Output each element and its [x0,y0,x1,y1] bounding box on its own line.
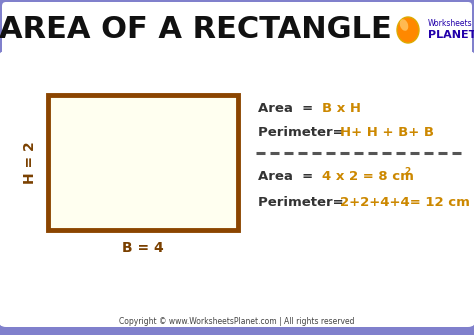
Text: 4 x 2 = 8 cm: 4 x 2 = 8 cm [322,171,414,184]
Text: B = 4: B = 4 [122,241,164,255]
Text: 2: 2 [404,168,410,177]
Text: Area  =: Area = [258,171,318,184]
FancyBboxPatch shape [0,51,474,327]
Text: 2+2+4+4= 12 cm: 2+2+4+4= 12 cm [340,197,470,209]
Text: Perimeter=: Perimeter= [258,126,348,138]
Text: AREA OF A RECTANGLE: AREA OF A RECTANGLE [0,14,392,44]
Text: B x H: B x H [322,102,361,115]
Ellipse shape [400,19,408,31]
Text: Perimeter=: Perimeter= [258,197,348,209]
Ellipse shape [397,17,419,43]
FancyBboxPatch shape [48,95,238,230]
Text: Copyright © www.WorksheetsPlanet.com | All rights reserved: Copyright © www.WorksheetsPlanet.com | A… [119,317,355,326]
Text: H = 2: H = 2 [23,141,37,184]
FancyBboxPatch shape [2,2,472,56]
Text: PLANET: PLANET [428,30,474,40]
Text: Worksheets: Worksheets [428,19,473,28]
Text: H+ H + B+ B: H+ H + B+ B [340,126,434,138]
Text: Area  =: Area = [258,102,318,115]
